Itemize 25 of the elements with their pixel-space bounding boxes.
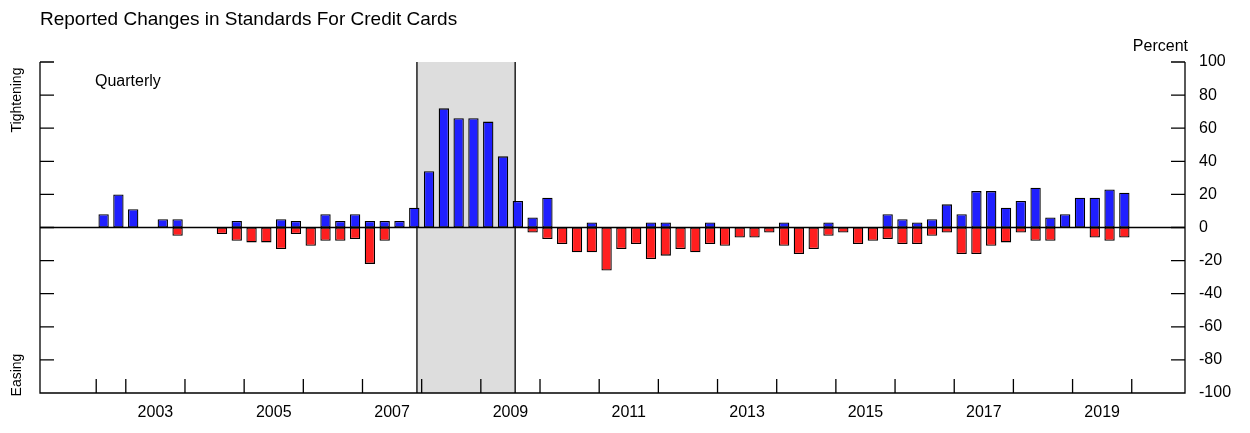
- y-tick-label: 100: [1199, 52, 1226, 70]
- text: Tightening: [8, 67, 24, 133]
- y-tick-label: 60: [1199, 118, 1217, 136]
- chart-title: Reported Changes in Standards For Credit Cards: [40, 8, 458, 30]
- y-tick-label: -100: [1199, 383, 1232, 401]
- x-tick-label: 2015: [847, 403, 884, 421]
- y-axis-title: Percent: [1132, 37, 1188, 55]
- x-tick-label: 2013: [729, 403, 766, 421]
- y-tick-label: 40: [1199, 151, 1217, 169]
- x-tick-label: 2017: [966, 403, 1002, 421]
- y-tick-label: 0: [1199, 217, 1208, 235]
- x-tick-label: 2005: [255, 403, 292, 421]
- x-tick-label: 2011: [611, 403, 647, 421]
- x-tick-label: 2009: [492, 403, 529, 421]
- y-tick-label: -20: [1199, 251, 1223, 269]
- x-tick-label: 2019: [1084, 403, 1121, 421]
- y-tick-label: 20: [1199, 184, 1217, 202]
- annotation: Quarterly: [95, 72, 161, 90]
- text: Easing: [8, 353, 24, 397]
- y-tick-label: 80: [1199, 85, 1217, 103]
- y-tick-label: -80: [1199, 350, 1223, 368]
- y-tick-label: -60: [1199, 317, 1223, 335]
- x-tick-label: 2003: [137, 403, 174, 421]
- y-tick-label: -40: [1199, 284, 1223, 302]
- x-tick-label: 2007: [374, 403, 410, 421]
